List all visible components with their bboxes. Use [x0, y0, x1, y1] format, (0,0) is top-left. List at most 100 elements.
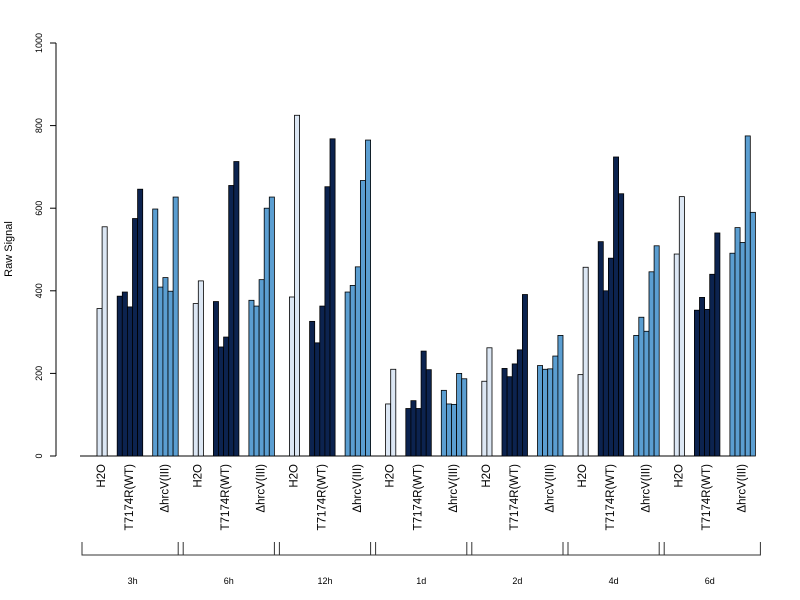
timepoint-group-1d: 1d — [370, 542, 473, 586]
treatment-label: ΔhrcV(III) — [737, 464, 749, 513]
bar-3h-2-3 — [167, 290, 174, 457]
timepoint-group-6d: 6d — [658, 542, 761, 586]
treatment-label: H2O — [385, 464, 397, 488]
y-tick-label: 400 — [34, 283, 44, 298]
bar-6d-1-4 — [714, 232, 721, 457]
timepoint-group-4d: 4d — [562, 542, 665, 586]
bar-4d-1-1 — [602, 290, 609, 457]
treatment-label: T7174R(WT) — [701, 464, 713, 531]
timepoint-group-6h: 6h — [177, 542, 280, 586]
bar-6h-0-1 — [197, 280, 204, 457]
bar-6h-1-1 — [218, 346, 224, 457]
bar-3h-2-2 — [162, 277, 169, 457]
treatment-label: ΔhrcV(III) — [448, 464, 460, 513]
y-tick-label: 600 — [34, 201, 44, 216]
bar-6d-2-2 — [739, 242, 746, 457]
bar-6d-2-1 — [734, 227, 741, 457]
bar-12h-1-4 — [329, 138, 336, 457]
y-axis-title: Raw Signal — [3, 221, 15, 277]
bar-4d-1-4 — [618, 193, 625, 457]
bar-2d-2-0 — [537, 365, 543, 457]
bar-6d-1-3 — [709, 273, 716, 457]
y-tick-label: 1000 — [34, 33, 44, 53]
bar-6d-1-1 — [699, 297, 705, 457]
bar-1d-0-0 — [385, 403, 392, 457]
bar-6h-1-4 — [233, 161, 240, 457]
bar-3h-1-3 — [132, 218, 138, 457]
treatment-label: ΔhrcV(III) — [159, 464, 171, 513]
treatment-label: T7174R(WT) — [316, 464, 328, 531]
bar-12h-1-3 — [324, 186, 331, 457]
timepoint-bracket — [177, 542, 280, 556]
bar-6h-1-3 — [228, 185, 235, 457]
y-tick-label: 200 — [34, 366, 44, 381]
bar-6h-2-0 — [248, 299, 255, 457]
bar-12h-2-1 — [349, 285, 356, 457]
bar-12h-1-0 — [309, 320, 316, 457]
bar-6h-1-0 — [212, 301, 219, 457]
bar-6d-0-1 — [678, 196, 685, 457]
timepoint-bracket — [273, 542, 377, 556]
bar-2d-1-0 — [501, 368, 508, 457]
timepoint-group-12h: 12h — [273, 542, 377, 586]
bar-2d-0-1 — [486, 347, 493, 457]
treatment-label: H2O — [289, 464, 301, 488]
bar-3h-2-1 — [157, 286, 164, 457]
bar-3h-0-1 — [101, 226, 108, 457]
bar-12h-1-1 — [314, 342, 321, 457]
bar-4d-1-3 — [613, 156, 619, 457]
treatment-label: ΔhrcV(III) — [640, 464, 652, 513]
bar-4d-2-3 — [648, 271, 655, 457]
treatment-label: H2O — [481, 464, 493, 488]
bar-6h-2-4 — [268, 196, 275, 457]
timepoint-group-3h: 3h — [81, 542, 184, 586]
y-tick-label: 800 — [34, 118, 44, 133]
treatment-label: T7174R(WT) — [605, 464, 617, 531]
bar-6h-0-0 — [192, 303, 199, 457]
bar-12h-0-0 — [288, 296, 295, 457]
bar-1d-2-0 — [440, 389, 447, 457]
bar-3h-1-2 — [127, 306, 133, 457]
treatment-label: H2O — [673, 464, 685, 488]
bar-1d-2-1 — [445, 403, 452, 457]
bar-1d-1-2 — [415, 408, 422, 457]
timepoint-groups: 3h 6h 12h 1d 2d 4d 6d — [81, 542, 761, 586]
bars-group — [96, 114, 756, 457]
timepoint-label: 1d — [416, 576, 426, 586]
bar-2d-1-1 — [506, 376, 513, 457]
bar-6d-0-0 — [673, 253, 680, 457]
bar-3h-1-0 — [116, 295, 123, 457]
bar-12h-2-0 — [344, 291, 351, 457]
timepoint-bracket — [658, 542, 761, 556]
bar-3h-2-4 — [172, 196, 179, 457]
bar-6d-2-4 — [749, 211, 756, 457]
treatment-label: T7174R(WT) — [220, 464, 232, 531]
bar-2d-0-0 — [481, 380, 488, 457]
timepoint-label: 12h — [317, 576, 332, 586]
bar-2d-2-4 — [557, 335, 564, 457]
timepoint-label: 4d — [609, 576, 619, 586]
bar-1d-0-1 — [390, 368, 397, 457]
bar-4d-2-0 — [633, 335, 640, 457]
bar-1d-1-1 — [410, 400, 417, 457]
bar-6d-2-0 — [729, 252, 736, 457]
timepoint-bracket — [466, 542, 569, 556]
bar-12h-1-2 — [319, 305, 326, 457]
bar-1d-1-4 — [425, 369, 432, 457]
bar-1d-1-0 — [405, 408, 412, 457]
timepoint-bracket — [81, 542, 184, 556]
bar-2d-1-2 — [511, 363, 518, 457]
treatment-label: T7174R(WT) — [509, 464, 521, 531]
y-tick-label: 0 — [34, 453, 44, 458]
bar-2d-2-2 — [547, 368, 554, 457]
bar-1d-1-3 — [420, 350, 427, 457]
treatment-label: ΔhrcV(III) — [544, 464, 556, 513]
timepoint-label: 6h — [224, 576, 234, 586]
bar-6h-2-1 — [253, 305, 260, 457]
bar-4d-2-1 — [638, 316, 645, 457]
bar-3h-1-1 — [121, 291, 128, 457]
treatment-label: T7174R(WT) — [413, 464, 425, 531]
bar-12h-2-2 — [354, 266, 361, 457]
treatment-label: T7174R(WT) — [124, 464, 136, 531]
timepoint-bracket — [562, 542, 665, 556]
